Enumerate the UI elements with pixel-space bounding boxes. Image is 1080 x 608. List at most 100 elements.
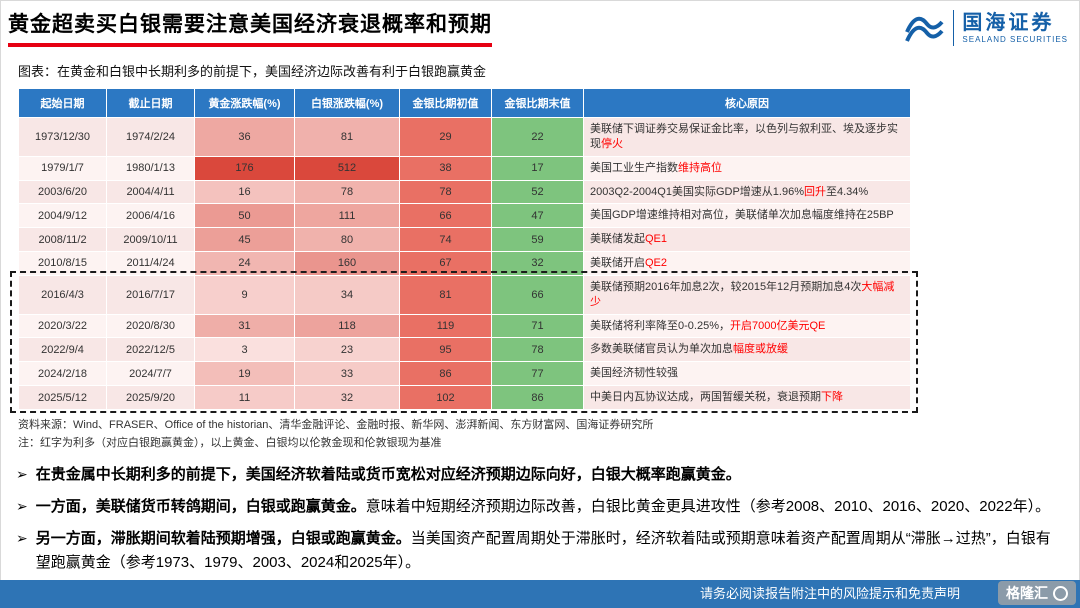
cell-silver-change: 118 xyxy=(294,313,400,339)
cell-silver-change: 32 xyxy=(294,385,400,410)
bullet-item: ➢ 一方面，美联储货币转鸽期间，白银或跑赢黄金。意味着中短期经济预期边际改善，白银… xyxy=(16,495,1064,518)
cell-start-date: 2004/9/12 xyxy=(18,203,107,229)
reason-highlight-text: 停火 xyxy=(601,137,623,150)
table-header-row: 起始日期 截止日期 黄金涨跌幅(%) 白银涨跌幅(%) 金银比期初值 金银比期末值 核心原因 xyxy=(18,88,911,118)
reason-text: 美联储将利率降至0-0.25%， xyxy=(590,319,730,332)
cell-core-reason: 美联储下调证券交易保证金比率，以色列与叙利亚、埃及逐步实现停火 xyxy=(583,117,911,157)
cell-ratio-start: 29 xyxy=(399,117,492,157)
cell-ratio-start: 66 xyxy=(399,203,492,229)
cell-ratio-start: 81 xyxy=(399,274,492,315)
reason-text: 美国工业生产指数 xyxy=(590,161,678,174)
logo-name-cn: 国海证券 xyxy=(962,11,1055,34)
cell-end-date: 2009/10/11 xyxy=(106,227,195,253)
column-header: 白银涨跌幅(%) xyxy=(294,88,400,118)
bullet-item: ➢ 另一方面，滞胀期间软着陆预期增强，白银或跑赢黄金。当美国资产配置周期处于滞胀时… xyxy=(16,527,1064,574)
cell-start-date: 2016/4/3 xyxy=(18,274,107,315)
bullet-arrow-icon: ➢ xyxy=(16,530,28,547)
cell-core-reason: 美联储预期2016年加息2次，较2015年12月预期加息4次大幅减少 xyxy=(583,274,911,315)
cell-ratio-start: 86 xyxy=(399,361,492,387)
cell-end-date: 2024/7/7 xyxy=(106,361,195,387)
summary-bullets: ➢ 在贵金属中长期利多的前提下，美国经济软着陆或货币宽松对应经济预期边际向好，白银… xyxy=(16,463,1064,574)
cell-gold-change: 45 xyxy=(194,227,295,253)
cell-gold-change: 31 xyxy=(194,313,295,339)
cell-silver-change: 160 xyxy=(294,251,400,276)
reason-text: 美联储预期2016年加息2次，较2015年12月预期加息4次 xyxy=(590,280,862,293)
table-row: 2020/3/22 2020/8/30 31 118 119 71 美联储将利率降至0-0.… xyxy=(18,313,911,339)
column-header: 核心原因 xyxy=(583,88,911,118)
cell-ratio-start: 74 xyxy=(399,227,492,253)
logo-name-en: SEALAND SECURITIES xyxy=(962,34,1068,44)
reason-text: 2003Q2-2004Q1美国实际GDP增速从1.96% xyxy=(590,185,804,198)
reason-highlight-text: QE2 xyxy=(645,257,668,270)
cell-core-reason: 美国工业生产指数维持高位 xyxy=(583,155,911,181)
sealand-logo-icon xyxy=(905,16,944,42)
cell-gold-change: 9 xyxy=(194,274,295,315)
table-row: 2003/6/20 2004/4/11 16 78 78 52 2003Q2-2004Q1美… xyxy=(18,179,911,205)
gelonghui-circle-icon xyxy=(1053,585,1068,601)
cell-silver-change: 512 xyxy=(294,155,400,181)
cell-gold-change: 176 xyxy=(194,155,295,181)
cell-ratio-start: 102 xyxy=(399,385,492,410)
cell-end-date: 2020/8/30 xyxy=(106,313,195,339)
reason-highlight-text: 开启7000亿美元QE xyxy=(729,319,826,332)
footer-bar: 请务必阅读报告附注中的风险提示和免责声明 xyxy=(0,580,1080,608)
cell-start-date: 2022/9/4 xyxy=(18,337,107,363)
table-row: 2024/2/18 2024/7/7 19 33 86 77 美国经济韧性较强 xyxy=(18,361,911,387)
reason-text: 中美日内瓦协议达成，两国暂缓关税，衰退预期 xyxy=(590,391,821,404)
cell-silver-change: 78 xyxy=(294,179,400,205)
reason-text: 美联储开启 xyxy=(590,257,645,270)
cell-gold-change: 24 xyxy=(194,251,295,276)
cell-core-reason: 多数美联储官员认为单次加息幅度或放缓 xyxy=(583,337,911,363)
cell-core-reason: 美国经济韧性较强 xyxy=(583,361,911,387)
cell-start-date: 1973/12/30 xyxy=(18,117,107,157)
cell-start-date: 2003/6/20 xyxy=(18,179,107,205)
cell-gold-change: 19 xyxy=(194,361,295,387)
cell-ratio-end: 17 xyxy=(491,155,584,181)
reason-text: 美国经济韧性较强 xyxy=(590,367,678,380)
cell-start-date: 2010/8/15 xyxy=(18,251,107,276)
cell-end-date: 2016/7/17 xyxy=(106,274,195,315)
cell-ratio-end: 22 xyxy=(491,117,584,157)
cell-silver-change: 111 xyxy=(294,203,400,229)
cell-start-date: 1979/1/7 xyxy=(18,155,107,181)
bullet-text: 另一方面，滞胀期间软着陆预期增强，白银或跑赢黄金。当美国资产配置周期处于滞胀时，… xyxy=(35,530,1051,571)
bullet-arrow-icon: ➢ xyxy=(16,465,28,482)
cell-core-reason: 美国GDP增速维持相对高位，美联储单次加息幅度维持在25BP xyxy=(583,203,911,229)
table-row: 2025/5/12 2025/9/20 11 32 102 86 中美日内瓦协议达成，两国暂… xyxy=(18,385,911,410)
reason-text: 美联储发起 xyxy=(590,233,645,246)
cell-gold-change: 11 xyxy=(194,385,295,410)
disclaimer-text: 请务必阅读报告附注中的风险提示和免责声明 xyxy=(699,586,960,601)
page-title: 黄金超卖买白银需要注意美国经济衰退概率和预期 xyxy=(8,8,492,47)
bullet-text: 在贵金属中长期利多的前提下，美国经济软着陆或货币宽松对应经济预期边际向好，白银大… xyxy=(35,465,741,483)
cell-ratio-end: 66 xyxy=(491,274,584,315)
cell-ratio-end: 77 xyxy=(491,361,584,387)
cell-silver-change: 34 xyxy=(294,274,400,315)
cell-end-date: 1980/1/13 xyxy=(106,155,195,181)
bullet-arrow-icon: ➢ xyxy=(16,498,28,515)
cell-silver-change: 23 xyxy=(294,337,400,363)
cell-start-date: 2020/3/22 xyxy=(18,313,107,339)
column-header: 金银比期初值 xyxy=(399,88,492,118)
reason-highlight-text: 回升 xyxy=(803,185,826,198)
cell-silver-change: 33 xyxy=(294,361,400,387)
cell-ratio-end: 32 xyxy=(491,251,584,276)
logo-divider xyxy=(953,10,955,46)
cell-ratio-end: 86 xyxy=(491,385,584,410)
chart-caption: 图表：在黄金和白银中长期利多的前提下，美国经济边际改善有利于白银跑赢黄金 xyxy=(18,64,487,79)
cell-gold-change: 36 xyxy=(194,117,295,157)
cell-core-reason: 美联储将利率降至0-0.25%，开启7000亿美元QE xyxy=(583,313,911,339)
reason-highlight-text: 大幅减少 xyxy=(590,280,895,308)
data-table-wrap: 起始日期 截止日期 黄金涨跌幅(%) 白银涨跌幅(%) 金银比期初值 金银比期末值 核心原因… xyxy=(10,88,918,413)
reason-highlight-text: QE1 xyxy=(645,233,668,246)
cell-ratio-start: 119 xyxy=(399,313,492,339)
reason-highlight-text: 幅度或放缓 xyxy=(733,343,788,356)
cell-ratio-end: 47 xyxy=(491,203,584,229)
table-row: 2008/11/2 2009/10/11 45 80 74 59 美联储发起QE1 xyxy=(18,227,911,253)
cell-silver-change: 81 xyxy=(294,117,400,157)
company-logo: 国海证券 SEALAND SECURITIES xyxy=(903,8,1068,46)
reason-text: 美国GDP增速维持相对高位，美联储单次加息幅度维持在25BP xyxy=(590,209,894,222)
reason-highlight-text: 下降 xyxy=(821,391,843,404)
cell-start-date: 2024/2/18 xyxy=(18,361,107,387)
cell-ratio-end: 71 xyxy=(491,313,584,339)
cell-ratio-start: 38 xyxy=(399,155,492,181)
